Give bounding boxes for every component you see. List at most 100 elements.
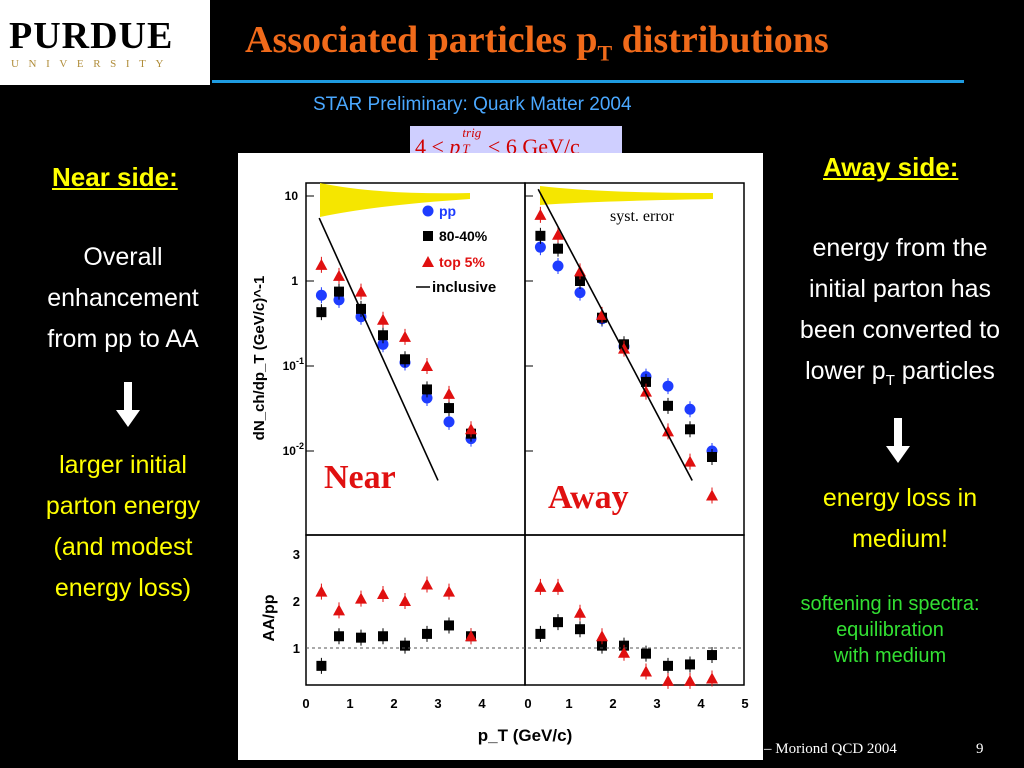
away-text-line-last: lower pT particles	[770, 351, 1024, 401]
data-point-pp	[574, 287, 586, 299]
near-side-text: Overall enhancement from pp to AA	[18, 237, 228, 360]
data-point-8040	[707, 650, 717, 661]
trigger-lt2: <	[487, 134, 501, 159]
data-point-pp	[552, 260, 564, 272]
legend-top5-marker	[422, 256, 434, 267]
data-point-8040	[422, 384, 432, 395]
data-point-top5	[355, 285, 367, 297]
away-text-line: energy from the	[812, 234, 988, 262]
data-point-pp	[377, 338, 389, 350]
data-point-8040	[663, 400, 673, 411]
data-point-top5	[618, 342, 630, 354]
data-point-top5	[443, 585, 455, 597]
purdue-logo: PURDUE UNIVERSITY	[0, 0, 210, 85]
near-side-conclusion: larger initial parton energy (and modest…	[18, 445, 228, 609]
near-down-arrow-icon	[116, 382, 140, 427]
away-note-line: with medium	[833, 645, 947, 667]
title-main: Associated particles p	[245, 19, 598, 61]
x-axis-label: p_T (GeV/c)	[478, 726, 572, 745]
data-point-8040	[444, 403, 454, 414]
data-point-8040	[334, 631, 344, 642]
data-point-top5	[706, 672, 718, 684]
data-point-top5	[640, 385, 652, 397]
away-side-heading: Away side:	[823, 152, 959, 182]
title-rule	[212, 80, 964, 83]
y-tick-exponent: -1	[296, 356, 304, 366]
data-point-pp	[421, 392, 433, 404]
slide-subtitle: STAR Preliminary: Quark Matter 2004	[313, 94, 632, 115]
data-point-top5	[552, 228, 564, 240]
inclusive-line	[537, 188, 693, 481]
physics-figure: 10 1 10-1 10-2 dN_ch/dp_T (GeV/c)^-1 syst. er…	[238, 153, 763, 760]
near-text-line: Overall	[83, 243, 163, 271]
near-side-heading: Near side:	[52, 162, 178, 192]
near-conclusion-line: energy loss)	[54, 574, 192, 602]
data-point-8040	[575, 624, 585, 635]
trigger-lt1: <	[431, 134, 444, 159]
x-tick-label: 4	[697, 696, 705, 711]
away-ratio-frame	[524, 534, 745, 686]
data-point-8040	[663, 660, 673, 671]
data-point-top5	[596, 630, 608, 642]
data-point-pp	[534, 241, 546, 253]
data-point-8040	[641, 376, 651, 387]
trigger-lower: 4	[415, 134, 426, 159]
away-text-line: been converted to	[799, 316, 1001, 344]
data-point-8040	[400, 640, 410, 651]
logo-word: PURDUE	[9, 15, 174, 57]
ratio-y-tick-label: 2	[293, 594, 300, 609]
data-point-8040	[316, 307, 327, 318]
data-point-top5	[315, 585, 328, 597]
data-point-top5	[443, 387, 455, 399]
data-point-top5	[421, 360, 433, 371]
data-point-top5	[640, 665, 652, 677]
legend-8040: 80-40%	[439, 228, 488, 244]
away-side-text: energy from the initial parton has been …	[770, 228, 1024, 401]
x-tick-label: 1	[565, 696, 572, 711]
data-point-8040	[597, 640, 607, 651]
data-point-top5	[534, 580, 547, 592]
data-point-top5	[421, 578, 433, 590]
x-tick-label: 4	[478, 696, 486, 711]
legend-inclusive: inclusive	[432, 279, 496, 296]
data-point-8040	[553, 617, 563, 628]
data-point-top5	[399, 330, 411, 342]
data-point-top5	[355, 592, 367, 604]
y-tick-label: 10-1	[283, 356, 304, 373]
data-point-8040	[535, 230, 546, 241]
y-tick-label: 1	[291, 274, 298, 288]
ratio-y-tick-label: 1	[293, 641, 300, 656]
data-point-top5	[465, 423, 477, 435]
away-last-post: particles	[894, 357, 995, 385]
data-point-pp	[684, 403, 696, 415]
x-tick-label: 1	[346, 696, 353, 711]
legend-pp-marker	[422, 205, 434, 217]
near-label: Near	[324, 459, 396, 496]
x-tick-label: 0	[524, 696, 531, 711]
trigger-supsub: trig T	[460, 125, 482, 156]
data-point-8040	[575, 276, 585, 286]
away-note-line: equilibration	[836, 619, 944, 641]
ratio-y-axis-label: AA/pp	[261, 594, 278, 641]
data-point-top5	[684, 674, 696, 686]
x-tick-label: 2	[609, 696, 616, 711]
data-point-pp	[333, 294, 345, 306]
legend-8040-marker	[423, 231, 433, 241]
data-point-top5	[333, 269, 345, 281]
away-note-line: softening in spectra:	[800, 593, 980, 615]
trigger-sub: T	[462, 141, 470, 156]
x-tick-label: 5	[741, 696, 748, 711]
data-point-top5	[465, 630, 477, 642]
away-last-sub: T	[885, 372, 895, 389]
data-point-top5	[377, 587, 389, 599]
away-last-pre: lower p	[805, 357, 886, 385]
data-point-8040	[707, 451, 717, 462]
title-tail: distributions	[612, 19, 829, 61]
away-text-line: initial parton has	[808, 275, 992, 303]
data-point-8040	[641, 648, 651, 659]
data-point-8040	[685, 659, 695, 670]
near-conclusion-line: (and modest	[53, 533, 193, 561]
data-point-top5	[333, 604, 345, 616]
x-tick-label: 0	[302, 696, 309, 711]
data-point-8040	[316, 660, 327, 671]
